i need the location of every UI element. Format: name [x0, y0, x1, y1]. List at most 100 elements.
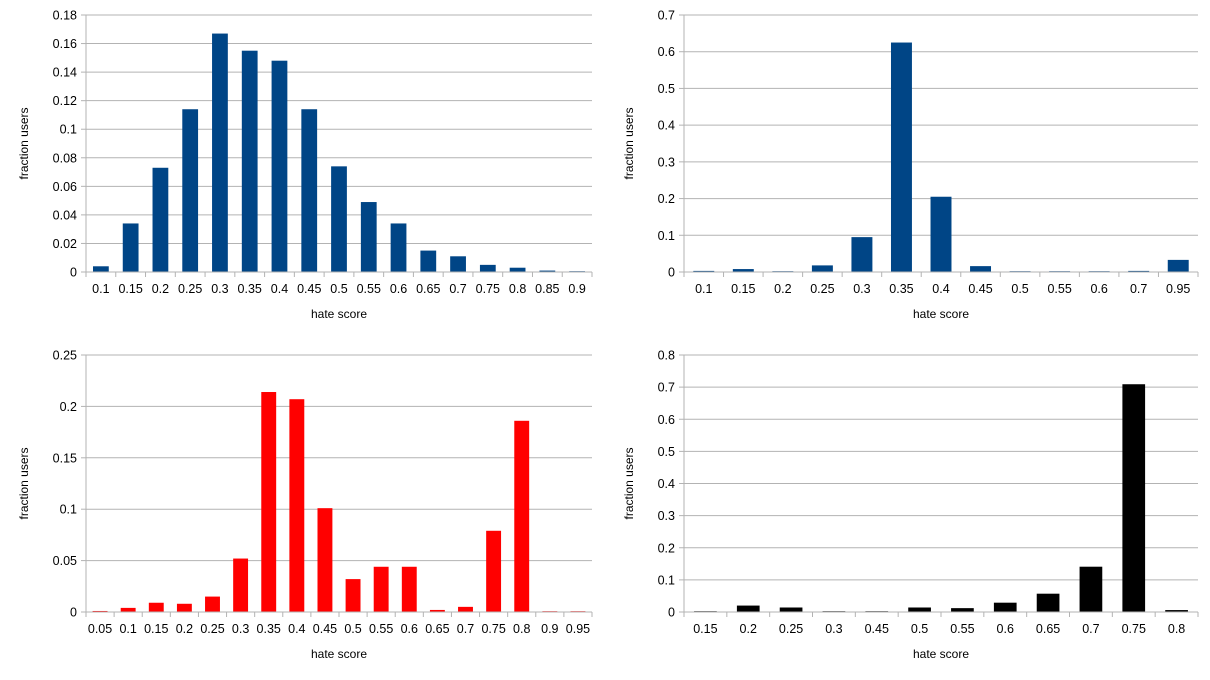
chart-2-x-tick-label: 0.55 — [1047, 282, 1071, 296]
chart-1-bar — [390, 223, 407, 272]
chart-3-x-tick-label: 0.65 — [425, 622, 449, 636]
chart-4-x-tick-label: 0.55 — [950, 622, 974, 636]
chart-1: 0 0.02 0.04 0.06 0.08 0.1 0.12 0.14 0.16 0.18 0.1 0… — [17, 9, 593, 321]
chart-1-x-tick-label: 0.35 — [238, 282, 262, 296]
chart-2-bar — [930, 196, 952, 272]
chart-4-y-tick-label: 0 — [668, 606, 675, 620]
chart-2-bar — [1128, 270, 1150, 272]
chart-1-bar — [331, 166, 347, 272]
chart-3-y-tick-label: 0.05 — [53, 554, 77, 568]
chart-4-x-tick-label: 0.25 — [779, 622, 803, 636]
chart-4-x-tick-label: 0.2 — [740, 622, 757, 636]
chart-2-x-tick-label: 0.7 — [1130, 282, 1147, 296]
chart-4-bar — [993, 602, 1017, 612]
chart-3-bar — [92, 610, 108, 612]
chart-2-bar — [693, 270, 715, 272]
chart-2-y-tick-label: 0.3 — [658, 155, 675, 169]
chart-2-bar — [970, 266, 992, 272]
chart-1-y-tick-label: 0.12 — [53, 94, 77, 108]
chart-1-bar — [360, 202, 377, 272]
chart-1-bar — [509, 267, 526, 272]
chart-3-x-tick-label: 0.75 — [481, 622, 505, 636]
chart-2-y-tick-label: 0.4 — [658, 119, 675, 133]
chart-1-bar — [271, 60, 288, 272]
chart-4-bar — [908, 607, 931, 612]
chart-3-x-tick-label: 0.4 — [288, 622, 305, 636]
chart-4-y-axis-title: fraction users — [622, 447, 636, 519]
chart-1-bar — [420, 250, 437, 272]
chart-4-y-tick-label: 0.3 — [658, 509, 675, 523]
chart-3: 0 0.05 0.1 0.15 0.2 0.25 0.05 0.1 0.15 0.2 0.25 0.3… — [17, 349, 593, 661]
chart-1-x-tick-label: 0.5 — [330, 282, 347, 296]
chart-1-x-tick-label: 0.4 — [271, 282, 288, 296]
chart-2-x-tick-label: 0.5 — [1011, 282, 1028, 296]
chart-2-bar — [811, 265, 833, 272]
chart-1-y-tick-label: 0.1 — [60, 123, 77, 137]
chart-1-x-tick-label: 0.25 — [178, 282, 202, 296]
chart-3-x-tick-label: 0.7 — [457, 622, 474, 636]
chart-2-x-tick-label: 0.45 — [968, 282, 992, 296]
chart-2-x-tick-label: 0.25 — [810, 282, 834, 296]
chart-4-bar — [1122, 384, 1146, 612]
chart-4-bar — [1165, 610, 1188, 612]
chart-3-x-tick-label: 0.55 — [369, 622, 393, 636]
chart-3-x-axis-title: hate score — [311, 647, 367, 661]
chart-1-x-tick-label: 0.75 — [476, 282, 500, 296]
chart-1-x-tick-label: 0.7 — [449, 282, 466, 296]
chart-4-bar — [736, 605, 760, 612]
chart-4-y-tick-label: 0.4 — [658, 477, 675, 491]
chart-4-bar — [951, 608, 974, 612]
chart-1-x-tick-label: 0.1 — [92, 282, 109, 296]
chart-3-y-tick-label: 0 — [70, 606, 77, 620]
chart-1-bar — [539, 270, 556, 272]
chart-4-y-tick-label: 0.6 — [658, 413, 675, 427]
chart-3-x-tick-label: 0.15 — [144, 622, 168, 636]
chart-2-bar — [890, 42, 912, 273]
chart-2-x-tick-label: 0.1 — [695, 282, 712, 296]
chart-1-x-tick-label: 0.15 — [118, 282, 142, 296]
chart-1-y-tick-label: 0.02 — [53, 237, 77, 251]
chart-4-y-tick-label: 0.2 — [658, 541, 675, 555]
chart-4-x-tick-label: 0.75 — [1122, 622, 1146, 636]
chart-1-x-tick-label: 0.9 — [568, 282, 585, 296]
chart-2-x-tick-label: 0.6 — [1090, 282, 1107, 296]
chart-1-x-tick-label: 0.2 — [152, 282, 169, 296]
chart-4-y-tick-label: 0.5 — [658, 445, 675, 459]
chart-3-bar — [514, 420, 530, 612]
chart-2-x-tick-label: 0.2 — [774, 282, 791, 296]
chart-1-x-tick-label: 0.85 — [535, 282, 559, 296]
chart-1-y-axis-title: fraction users — [17, 107, 31, 179]
chart-3-x-tick-label: 0.95 — [566, 622, 590, 636]
chart-3-x-tick-label: 0.9 — [541, 622, 558, 636]
chart-4-bar — [1079, 566, 1103, 612]
chart-2-y-tick-label: 0.7 — [658, 9, 675, 23]
chart-3-bar — [176, 603, 192, 612]
chart-2-y-tick-label: 0 — [668, 266, 675, 280]
chart-3-bar — [148, 602, 164, 612]
chart-2-y-tick-label: 0.6 — [658, 45, 675, 59]
chart-2-x-tick-label: 0.4 — [932, 282, 949, 296]
chart-1-y-tick-label: 0.18 — [53, 9, 77, 23]
chart-1-bar — [241, 50, 258, 272]
chart-4-bar — [779, 607, 803, 612]
chart-3-bar — [289, 399, 305, 612]
chart-3-bar — [261, 392, 277, 612]
chart-3-x-tick-label: 0.2 — [176, 622, 193, 636]
chart-4-y-tick-label: 0.7 — [658, 381, 675, 395]
chart-2-x-axis-title: hate score — [913, 307, 969, 321]
chart-3-bar — [486, 530, 502, 612]
chart-1-y-tick-label: 0.04 — [53, 208, 77, 222]
chart-4-x-tick-label: 0.45 — [865, 622, 889, 636]
chart-4-x-tick-label: 0.8 — [1168, 622, 1185, 636]
chart-1-bar — [212, 33, 228, 272]
chart-1-bar — [122, 223, 139, 272]
chart-4-x-tick-label: 0.15 — [693, 622, 717, 636]
chart-1-y-tick-label: 0.14 — [53, 66, 77, 80]
chart-2-bar — [732, 269, 754, 272]
chart-2-y-tick-label: 0.2 — [658, 192, 675, 206]
chart-3-x-tick-label: 0.5 — [344, 622, 361, 636]
chart-3-bar — [429, 609, 445, 612]
chart-3-y-axis-title: fraction users — [17, 447, 31, 519]
chart-2-x-tick-label: 0.95 — [1166, 282, 1190, 296]
